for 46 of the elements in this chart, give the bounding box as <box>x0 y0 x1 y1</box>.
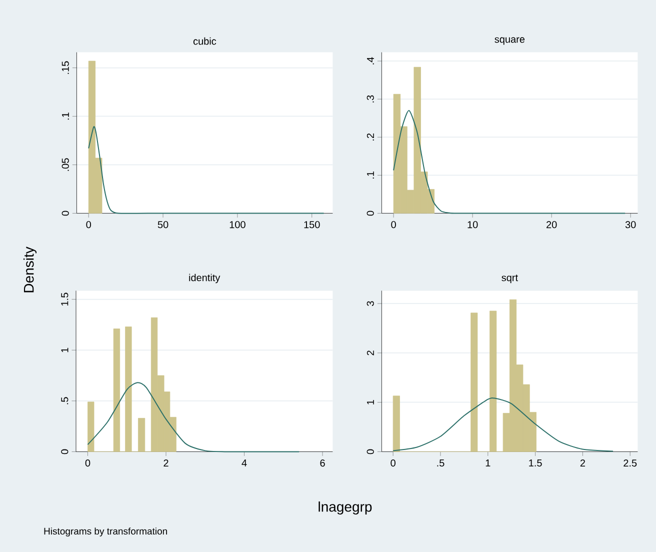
chart-title: identity <box>189 274 220 284</box>
line-series <box>392 398 614 452</box>
y-tick-label: .1 <box>62 112 69 120</box>
line-series <box>88 126 324 214</box>
x-tick-label: 50 <box>158 221 168 228</box>
x-tick-label: 10 <box>468 221 478 228</box>
y-tick-label: .1 <box>367 172 374 178</box>
x-tick-label: 0 <box>85 460 90 467</box>
x-tick-label: 30 <box>625 221 636 228</box>
y-tick-label: .5 <box>61 397 68 404</box>
y-tick-label: 0 <box>366 449 374 454</box>
chart-title: sqrt <box>502 274 518 284</box>
y-tick-label: 0 <box>366 210 374 216</box>
x-tick-label: 0 <box>391 221 396 228</box>
y-axis-title: Density <box>23 246 37 292</box>
y-tick-label: 1 <box>61 348 68 352</box>
y-tick-label: .3 <box>366 95 374 102</box>
y-tick-label: 3 <box>366 301 374 306</box>
x-tick-label: 6 <box>320 460 325 467</box>
x-tick-label: 100 <box>230 221 246 228</box>
y-tick-label: 1 <box>367 400 374 404</box>
x-tick-label: 2.5 <box>624 460 637 467</box>
x-axis-title: lnagegrp <box>318 501 372 515</box>
x-tick-label: 0 <box>86 221 92 228</box>
y-tick-label: .05 <box>62 158 69 171</box>
line-series <box>87 382 300 452</box>
y-tick-label: .15 <box>62 61 69 74</box>
line-series <box>393 110 626 214</box>
x-tick-label: 1 <box>486 459 490 466</box>
y-tick-label: .2 <box>366 134 374 140</box>
x-tick-label: 2 <box>580 460 585 466</box>
x-tick-label: .5 <box>437 459 444 466</box>
text: Histograms by transformation <box>44 528 167 536</box>
x-tick-label: 2 <box>164 460 168 466</box>
y-tick-label: 0 <box>61 449 68 454</box>
chart-title: square <box>494 37 525 45</box>
x-tick-label: 1.5 <box>529 459 542 466</box>
x-tick-label: 150 <box>304 221 320 228</box>
x-tick-label: 20 <box>546 221 557 228</box>
y-tick-label: .4 <box>367 57 374 64</box>
x-tick-label: 0 <box>390 460 396 467</box>
y-tick-label: 0 <box>62 210 69 216</box>
chart-title: cubic <box>193 37 216 45</box>
y-tick-label: 2 <box>366 350 374 356</box>
x-tick-label: 4 <box>242 459 247 466</box>
y-tick-label: 1.5 <box>61 292 68 306</box>
